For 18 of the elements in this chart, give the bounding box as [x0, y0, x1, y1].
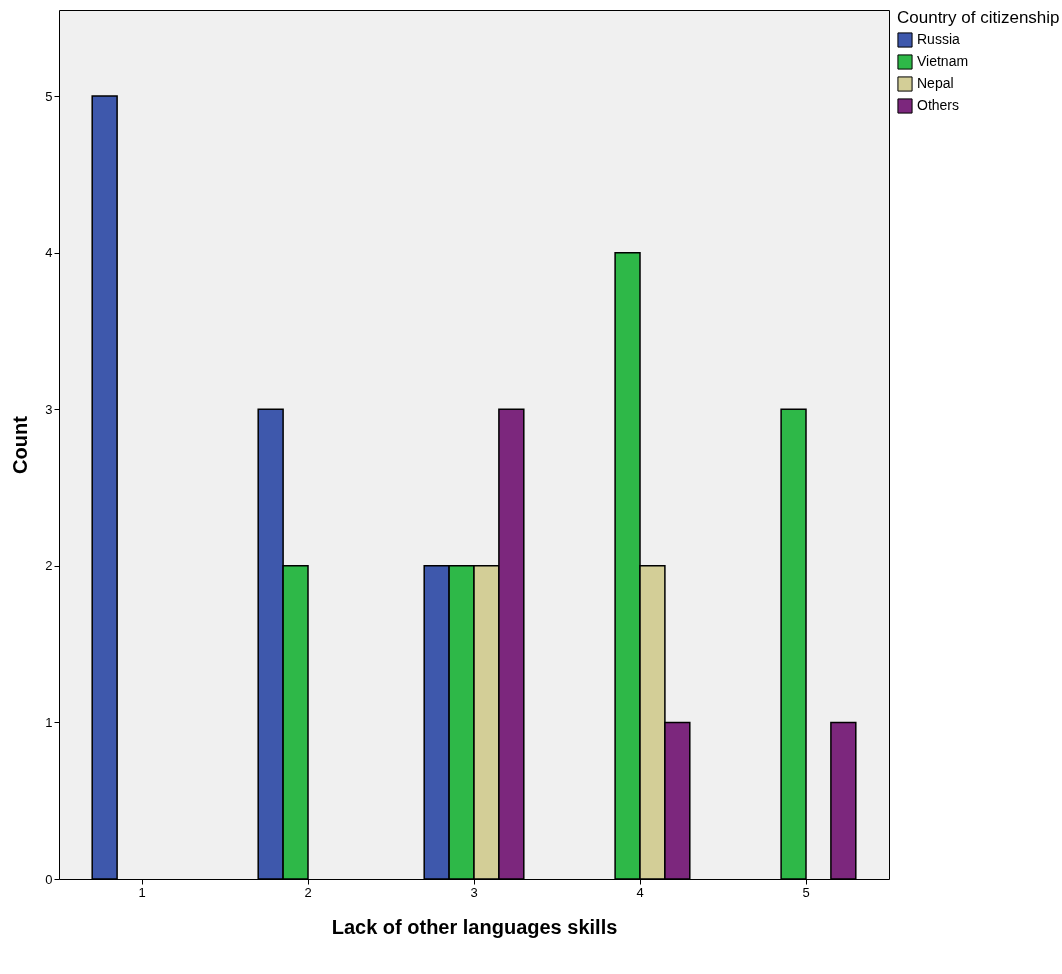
legend-title: Country of citizenship — [897, 8, 1060, 27]
y-tick-label: 1 — [45, 714, 53, 730]
y-tick-label: 3 — [45, 401, 53, 417]
y-tick-label: 5 — [45, 88, 53, 104]
x-tick-label: 5 — [802, 884, 810, 900]
legend-label: Russia — [917, 31, 961, 47]
y-tick-label: 4 — [45, 245, 53, 261]
y-tick-label: 2 — [45, 558, 53, 574]
x-tick-label: 4 — [636, 884, 644, 900]
legend-label: Vietnam — [917, 53, 969, 69]
y-tick-label: 0 — [45, 871, 53, 887]
legend-label: Nepal — [917, 75, 954, 91]
legend-label: Others — [917, 97, 960, 113]
x-axis-title: Lack of other languages skills — [331, 915, 618, 938]
y-axis-title: Count — [9, 415, 32, 474]
x-tick-label: 3 — [470, 884, 478, 900]
x-tick-label: 1 — [138, 884, 146, 900]
x-tick-label: 2 — [304, 884, 312, 900]
